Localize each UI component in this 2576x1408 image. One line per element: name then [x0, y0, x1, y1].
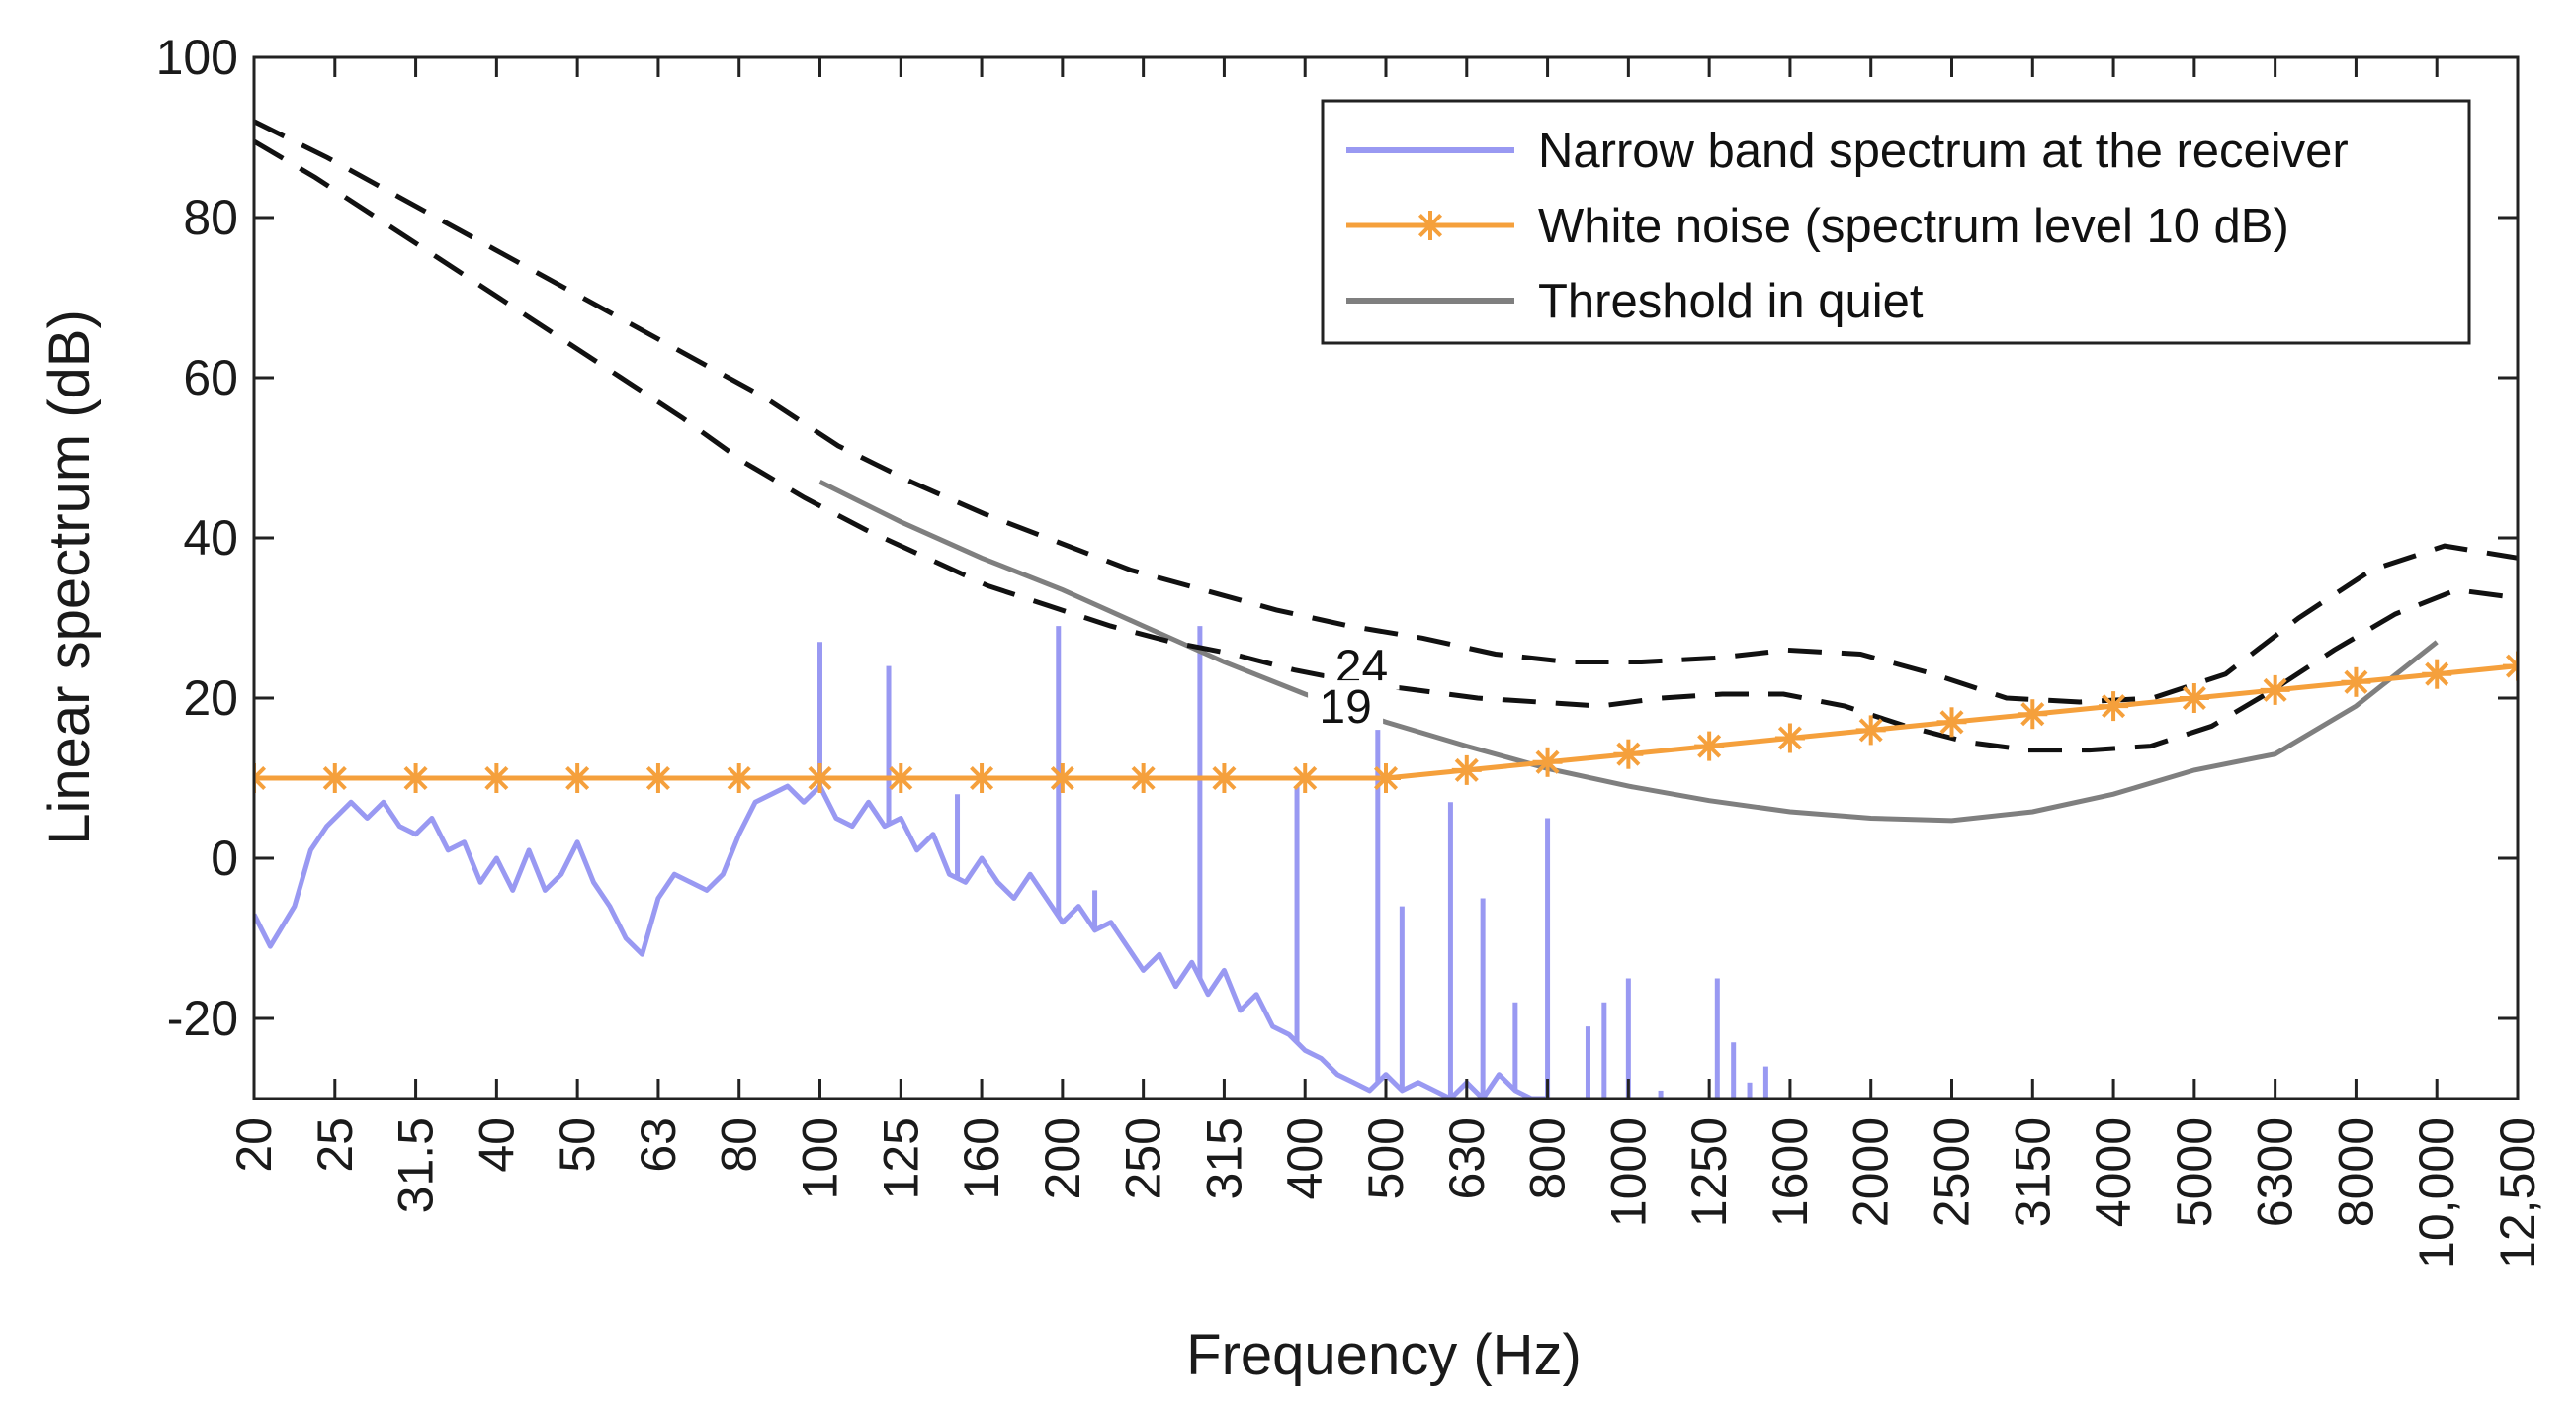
x-tick-label: 12,500: [2490, 1117, 2545, 1269]
white-noise-marker: [2260, 674, 2290, 705]
y-tick-label: 60: [183, 350, 238, 405]
x-tick-label: 20: [226, 1117, 282, 1173]
y-axis-label: Linear spectrum (dB): [38, 309, 102, 845]
x-tick-label: 63: [631, 1117, 686, 1173]
legend-asterisk-marker: [1416, 211, 1445, 240]
legend-label-threshold: Threshold in quiet: [1538, 275, 1924, 328]
x-tick-label: 40: [469, 1117, 524, 1173]
x-tick-label: 800: [1520, 1117, 1576, 1199]
white-noise-marker: [2503, 651, 2518, 681]
x-tick-label: 630: [1439, 1117, 1495, 1199]
x-tick-label: 100: [793, 1117, 848, 1199]
white-noise-marker: [886, 763, 916, 793]
white-noise-marker: [2422, 659, 2452, 689]
x-tick-label: 6300: [2248, 1117, 2303, 1227]
narrowband-spectrum-line: [254, 783, 1548, 1099]
legend: Narrow band spectrum at the receiver Whi…: [1321, 99, 2471, 345]
y-tick-label: -20: [167, 991, 238, 1046]
white-noise-marker: [1855, 715, 1886, 746]
white-noise-marker: [1936, 707, 1967, 738]
white-noise-marker: [2099, 691, 2129, 722]
white-noise-marker: [1774, 723, 1805, 753]
axis-ticks: -20 0 20 40 60 80 100 20 25 31.5 40 50 63 80 100 125 160…: [156, 30, 2545, 1269]
threshold-in-quiet-line: [818, 480, 2439, 824]
white-noise-marker: [2179, 683, 2209, 713]
y-tick-label: 0: [211, 831, 238, 886]
white-noise-marker: [2018, 699, 2048, 730]
contour-label-background: [1308, 680, 1384, 731]
white-noise-marker: [562, 763, 593, 793]
y-tick-label: 80: [183, 190, 238, 245]
white-noise-marker: [1694, 731, 1725, 761]
x-tick-label: 3150: [2005, 1117, 2060, 1227]
white-noise-marker: [724, 763, 754, 793]
contour-19-line: [254, 138, 2518, 753]
x-tick-label: 5000: [2167, 1117, 2222, 1227]
x-tick-label: 125: [873, 1117, 928, 1199]
white-noise-marker: [805, 763, 835, 793]
white-noise-marker: [1532, 747, 1563, 777]
white-noise-marker: [643, 763, 673, 793]
x-tick-label: 31.5: [388, 1117, 444, 1213]
white-noise-marker: [1613, 739, 1644, 769]
plot-area: [254, 119, 2518, 1099]
x-tick-label: 160: [954, 1117, 1009, 1199]
x-tick-label: 400: [1277, 1117, 1332, 1199]
x-tick-label: 1250: [1681, 1117, 1737, 1227]
x-axis-label: Frequency (Hz): [1186, 1323, 1582, 1387]
x-tick-label: 500: [1358, 1117, 1414, 1199]
x-tick-label: 1000: [1600, 1117, 1656, 1227]
y-tick-label: 100: [156, 30, 238, 85]
x-tick-label: 4000: [2086, 1117, 2141, 1227]
white-noise-marker: [1290, 763, 1321, 793]
white-noise-marker: [1209, 763, 1240, 793]
x-tick-label: 2500: [1925, 1117, 1980, 1227]
x-tick-label: 25: [307, 1117, 363, 1173]
legend-label-white-noise: White noise (spectrum level 10 dB): [1538, 200, 2289, 253]
x-tick-label: 200: [1035, 1117, 1090, 1199]
x-tick-label: 2000: [1844, 1117, 1899, 1227]
x-tick-label: 80: [712, 1117, 767, 1173]
white-noise-marker: [967, 763, 997, 793]
white-noise-marker: [1371, 763, 1401, 793]
legend-asterisk: [1416, 211, 1445, 240]
white-noise-marker: [1451, 754, 1482, 785]
y-tick-label: 20: [183, 670, 238, 726]
x-tick-label: 8000: [2328, 1117, 2383, 1227]
x-tick-label: 50: [550, 1117, 605, 1173]
white-noise-marker: [400, 763, 431, 793]
y-tick-label: 40: [183, 510, 238, 566]
x-tick-label: 315: [1196, 1117, 1251, 1199]
white-noise-marker: [319, 763, 350, 793]
contour-24-line: [254, 119, 2518, 705]
white-noise-marker: [254, 763, 269, 793]
contour-19-label: 19: [1319, 681, 1371, 734]
white-noise-marker: [1047, 763, 1077, 793]
x-tick-label: 10,000: [2409, 1117, 2464, 1269]
white-noise-marker: [1128, 763, 1159, 793]
legend-label-narrowband: Narrow band spectrum at the receiver: [1538, 125, 2349, 178]
x-tick-label: 250: [1116, 1117, 1171, 1199]
white-noise-marker: [481, 763, 512, 793]
x-tick-label: 1600: [1762, 1117, 1818, 1227]
white-noise-marker: [2341, 666, 2371, 697]
